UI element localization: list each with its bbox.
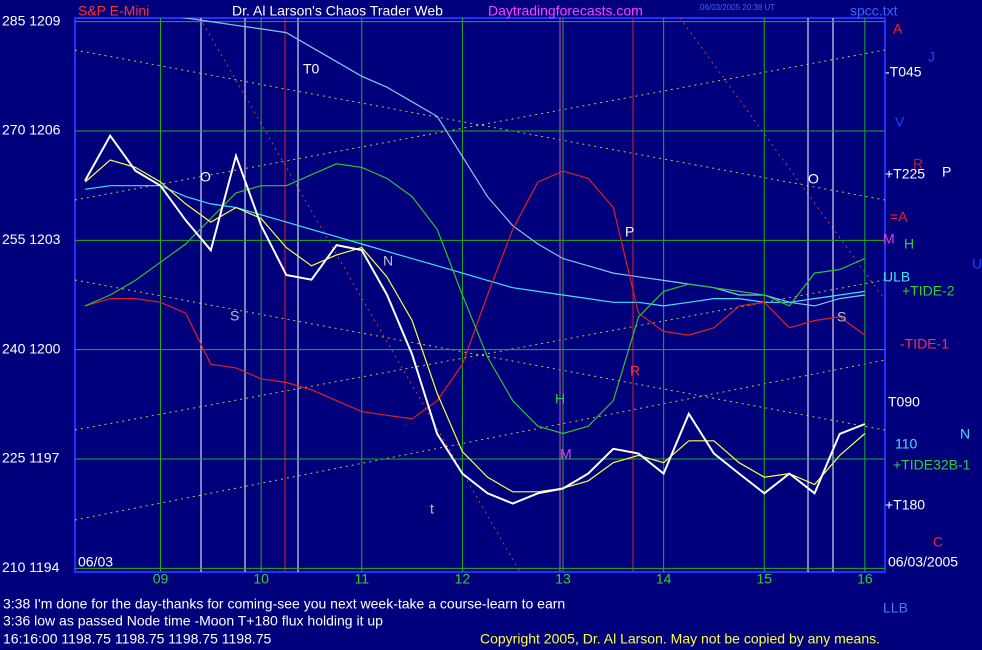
annotation: A — [893, 21, 903, 37]
series-line — [85, 185, 865, 307]
timestamp: 06/03/2005 20:38 UT — [700, 3, 775, 12]
file-name: spcc.txt — [850, 3, 898, 19]
decor-line — [679, 17, 886, 301]
x-tick-label: 11 — [354, 571, 369, 587]
annotation: -TIDE-1 — [900, 336, 949, 352]
y-tick-label: 255 1203 — [2, 231, 61, 247]
annotation: R — [630, 363, 640, 379]
vertical-lines — [200, 18, 834, 572]
decor-line — [199, 17, 521, 573]
series-line — [181, 18, 865, 307]
x-tick-label: 13 — [555, 571, 571, 587]
annotation: S — [837, 309, 846, 325]
x-tick-label: 10 — [253, 571, 269, 587]
series-line — [84, 170, 866, 420]
annotation: S — [230, 308, 239, 324]
annotation: -T045 — [885, 64, 922, 80]
annotation: M — [560, 446, 572, 462]
annotation: C — [933, 534, 943, 550]
status: 16:16:00 1198.75 1198.75 1198.75 1198.75 — [3, 631, 272, 647]
date-label: 06/03 — [78, 554, 113, 570]
plot-frame — [74, 17, 886, 573]
x-tick-label: 14 — [656, 571, 672, 587]
copyright: Copyright 2005, Dr. Al Larson. May not b… — [480, 631, 880, 647]
annotation: 110 — [895, 436, 918, 452]
series-line — [84, 159, 866, 493]
series-line — [84, 133, 866, 505]
annotation: LLB — [883, 600, 908, 616]
message: 3:36 low as passed Node time -Moon T+180… — [3, 613, 383, 629]
chart-title: Dr. Al Larson's Chaos Trader Web — [232, 3, 443, 19]
y-tick-label: 225 1197 — [2, 450, 60, 466]
annotation: P — [625, 224, 634, 240]
annotation: H — [555, 391, 565, 407]
y-tick-label: 270 1206 — [2, 122, 61, 138]
annotation: O — [200, 169, 211, 185]
annotation: T0 — [303, 61, 320, 77]
annotation: ULB — [883, 269, 910, 285]
annotation: t — [430, 501, 434, 517]
annotation: T090 — [888, 394, 920, 410]
annotation: N — [383, 253, 393, 269]
annotation: N — [960, 426, 970, 442]
annotation: O — [808, 171, 819, 187]
annotation: =A — [890, 209, 908, 225]
annotation: +TIDE-2 — [902, 283, 955, 299]
annotation: U — [972, 256, 982, 272]
x-tick-label: 12 — [455, 571, 471, 587]
annotation: M — [883, 231, 895, 247]
y-tick-label: 240 1200 — [2, 340, 61, 356]
series-line — [84, 163, 866, 435]
annotation: 06/03/2005 — [888, 554, 958, 570]
message: 3:38 I'm done for the day-thanks for com… — [3, 596, 565, 612]
instrument: S&P E-Mini — [78, 3, 149, 19]
x-tick-label: 09 — [153, 571, 169, 587]
annotation: +T225 — [885, 166, 925, 182]
annotation: +TIDE32B-1 — [893, 457, 971, 473]
annotation: R — [913, 156, 923, 172]
annotation: V — [895, 114, 905, 130]
site: Daytradingforecasts.com — [488, 3, 643, 19]
x-tick-label: 15 — [756, 571, 772, 587]
annotation: J — [928, 49, 935, 65]
x-tick-label: 16 — [857, 571, 873, 587]
y-tick-label: 285 1209 — [2, 12, 61, 28]
annotation: H — [904, 236, 914, 252]
decor-lines — [74, 17, 886, 573]
annotation: P — [942, 164, 951, 180]
y-tick-label: 210 1194 — [2, 559, 60, 575]
annotation: +T180 — [885, 497, 925, 513]
